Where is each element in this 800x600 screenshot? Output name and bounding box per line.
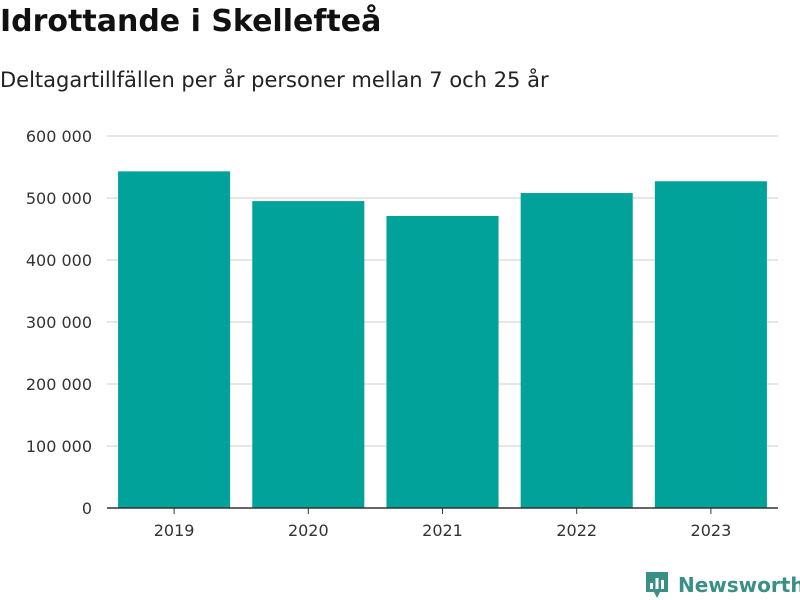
- bar-2022: [520, 193, 633, 509]
- newsworthy-logo-icon: [646, 572, 668, 598]
- bars: [118, 171, 767, 509]
- y-tick-label: 0: [82, 499, 92, 518]
- x-tick-label: 2021: [422, 521, 463, 540]
- bar-2020: [252, 201, 365, 508]
- y-tick-label: 400 000: [26, 251, 92, 270]
- bar-2019: [118, 171, 231, 508]
- chart-title: Idrottande i Skellefteå: [0, 4, 382, 39]
- x-tick-label: 2020: [288, 521, 329, 540]
- y-tick-label: 500 000: [26, 189, 92, 208]
- bar-2021: [386, 215, 499, 509]
- axes: [107, 507, 778, 514]
- brand-name: Newsworthy: [678, 573, 800, 597]
- y-tick-label: 600 000: [26, 127, 92, 146]
- x-tick-label: 2022: [556, 521, 597, 540]
- x-tick-label: 2023: [691, 521, 732, 540]
- brand: Newsworthy: [644, 570, 800, 600]
- x-tick-label: 2019: [154, 521, 195, 540]
- chart-subtitle: Deltagartillfällen per år personer mella…: [0, 68, 549, 92]
- y-tick-label: 300 000: [26, 313, 92, 332]
- tick-labels: 0 100 000 200 000 300 000 400 000 500 000 600 …: [26, 127, 731, 540]
- y-tick-label: 100 000: [26, 437, 92, 456]
- bar-2023: [654, 181, 767, 508]
- y-tick-label: 200 000: [26, 375, 92, 394]
